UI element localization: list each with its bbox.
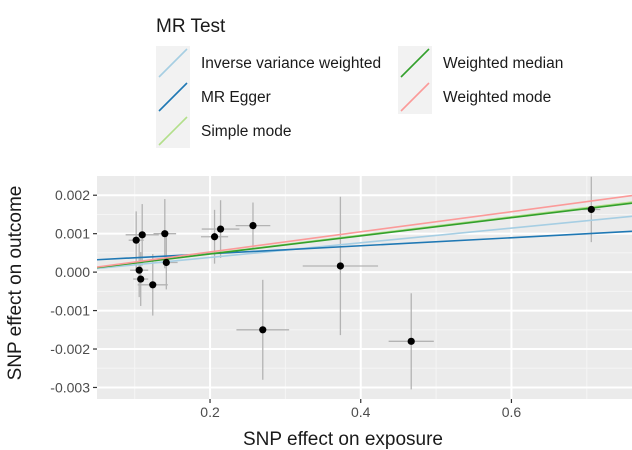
data-point-4 bbox=[149, 281, 157, 289]
data-point-3 bbox=[138, 231, 146, 239]
data-point-7 bbox=[210, 233, 219, 241]
x-tick-label: 0.6 bbox=[502, 404, 522, 420]
legend-title: MR Test bbox=[156, 16, 226, 37]
legend: MR Test Inverse variance weighted MR Egge… bbox=[156, 16, 563, 148]
data-point-9 bbox=[249, 221, 257, 230]
x-tick-label: 0.4 bbox=[351, 404, 371, 420]
y-axis: 0.002 0.001 0.000 -0.001 -0.002 -0.003 bbox=[50, 187, 97, 395]
data-point-12 bbox=[407, 337, 415, 345]
legend-label-weighted-mode: Weighted mode bbox=[443, 89, 551, 106]
y-axis-title: SNP effect on outcome bbox=[5, 186, 26, 381]
y-tick-label: -0.003 bbox=[50, 379, 90, 395]
legend-label-inverse-variance-weighted: Inverse variance weighted bbox=[201, 55, 381, 72]
data-point-5 bbox=[161, 230, 169, 238]
data-point-11 bbox=[336, 262, 344, 270]
legend-swatch-weighted-mode bbox=[400, 82, 430, 112]
legend-label-mr-egger: MR Egger bbox=[201, 89, 271, 106]
data-point-8 bbox=[216, 225, 225, 233]
data-point-13 bbox=[587, 205, 595, 214]
y-tick-label: 0.002 bbox=[55, 187, 90, 203]
y-tick-label: 0.000 bbox=[55, 264, 90, 280]
x-axis: 0.2 0.4 0.6 bbox=[200, 399, 521, 420]
legend-swatch-inverse-variance-weighted bbox=[158, 48, 188, 78]
data-point-1 bbox=[135, 266, 143, 274]
regression-line-weighted-median bbox=[97, 202, 632, 269]
data-point-10 bbox=[259, 326, 267, 334]
legend-swatch-mr-egger bbox=[158, 82, 188, 112]
legend-swatch-weighted-median bbox=[400, 48, 430, 78]
y-tick-label: -0.001 bbox=[50, 303, 90, 319]
plot-area bbox=[97, 176, 632, 399]
y-tick-label: -0.002 bbox=[50, 341, 90, 357]
legend-label-weighted-median: Weighted median bbox=[443, 55, 563, 72]
plot-background bbox=[97, 176, 632, 399]
x-axis-title: SNP effect on exposure bbox=[243, 429, 443, 450]
data-point-2 bbox=[137, 275, 145, 283]
legend-swatch-simple-mode bbox=[158, 116, 188, 146]
data-point-6 bbox=[162, 258, 170, 267]
y-tick-label: 0.001 bbox=[55, 226, 90, 242]
regression-line-inverse-variance-weighted bbox=[97, 215, 632, 270]
data-point-0 bbox=[132, 236, 140, 244]
legend-label-simple-mode: Simple mode bbox=[201, 123, 291, 140]
regression-line-weighted-mode bbox=[97, 194, 632, 268]
x-tick-label: 0.2 bbox=[200, 404, 220, 420]
